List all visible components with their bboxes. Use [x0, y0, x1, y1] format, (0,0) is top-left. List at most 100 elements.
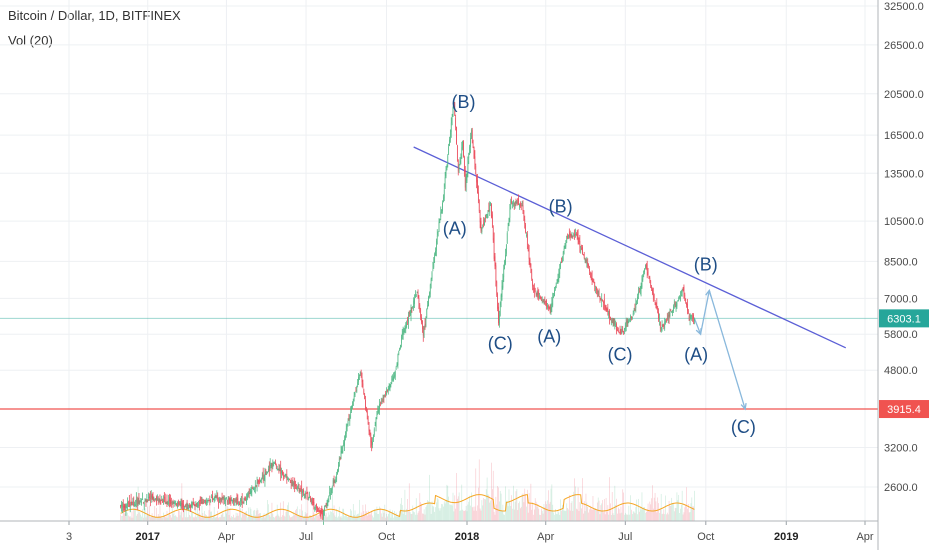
price-candle [184, 505, 185, 507]
volume-bar [616, 498, 617, 521]
volume-bar [275, 515, 277, 521]
price-candle [126, 505, 128, 507]
volume-bar [184, 505, 185, 521]
price-candle [212, 495, 213, 500]
price-candle [599, 297, 601, 300]
volume-bar [425, 507, 427, 521]
price-candle [213, 498, 215, 501]
volume-bar [589, 505, 591, 521]
price-candle [406, 322, 407, 327]
volume-bar [629, 514, 631, 521]
price-candle [691, 317, 693, 319]
volume-bar [587, 506, 589, 521]
volume-bar [491, 462, 492, 521]
price-candle [231, 500, 233, 502]
volume-bar [443, 501, 445, 521]
price-candle [554, 286, 556, 289]
volume-bar [596, 509, 597, 521]
price-candle [513, 200, 514, 203]
volume-bar [600, 505, 602, 521]
price-candle [575, 233, 577, 236]
volume-bar [504, 514, 505, 521]
volume-bar [669, 505, 671, 521]
price-candle [346, 425, 348, 429]
price-candle [295, 484, 296, 486]
price-candle [154, 501, 156, 503]
volume-bar [440, 508, 442, 521]
wave-label: (B) [549, 196, 573, 216]
volume-bar [460, 510, 462, 521]
price-candle [432, 267, 434, 269]
price-candle [630, 316, 631, 321]
price-candle [267, 472, 268, 473]
price-candle [173, 502, 175, 504]
volume-bar [683, 512, 685, 521]
price-candle [643, 270, 645, 275]
price-candle [472, 140, 474, 148]
x-tick-label: 2019 [774, 531, 798, 543]
volume-bar [410, 513, 412, 521]
volume-bar [385, 517, 387, 521]
volume-bar [659, 512, 660, 521]
price-candle [326, 502, 328, 506]
volume-bar [506, 500, 508, 521]
volume-bar [433, 506, 435, 521]
price-candle [463, 141, 464, 157]
volume-bar [321, 510, 323, 521]
price-candle [428, 296, 429, 306]
price-candle [530, 263, 532, 273]
price-candle [671, 311, 673, 312]
price-candle [612, 319, 614, 324]
price-candle [690, 315, 692, 317]
volume-bar [180, 512, 182, 521]
price-candle [122, 504, 123, 508]
descending-trendline [413, 146, 847, 349]
volume-bar [599, 514, 601, 521]
price-candle [541, 297, 542, 301]
volume-bar [466, 511, 468, 521]
volume-bar [193, 517, 195, 521]
price-candle [533, 288, 534, 290]
y-tick-label: 16500.0 [884, 130, 924, 142]
price-candle [263, 478, 265, 480]
volume-bar [691, 497, 693, 521]
volume-bar [251, 514, 253, 521]
volume-bar [473, 510, 475, 521]
price-candle [283, 475, 285, 477]
volume-bar [445, 499, 447, 521]
volume-bar [359, 517, 361, 521]
volume-bar [486, 477, 488, 521]
volume-bar [646, 508, 648, 521]
price-candle [672, 310, 673, 313]
volume-bar [451, 505, 453, 521]
volume-bar [408, 511, 409, 521]
price-candle [670, 310, 672, 312]
price-candle [602, 299, 603, 302]
price-candle [685, 298, 687, 302]
volume-bar [450, 504, 452, 521]
volume-bar [496, 504, 498, 521]
price-candle [293, 482, 295, 485]
price-candle [528, 249, 530, 260]
price-candle [193, 502, 195, 505]
price-candle [356, 386, 358, 392]
volume-bar [541, 510, 543, 521]
volume-bar [364, 514, 366, 521]
volume-bar [348, 515, 350, 521]
volume-bar [548, 503, 550, 521]
volume-bar [531, 509, 533, 521]
price-candle [492, 214, 493, 228]
price-candle [339, 457, 341, 460]
volume-bar [416, 514, 418, 521]
volume-bar [120, 514, 121, 521]
volume-bar [134, 507, 135, 521]
volume-bar [588, 512, 589, 521]
volume-bar [638, 498, 639, 521]
price-candle [561, 257, 563, 263]
price-candle [276, 468, 278, 470]
volume-bar [252, 516, 254, 521]
volume-bar [166, 510, 168, 521]
volume-bar [325, 513, 327, 521]
volume-indicator-label[interactable]: Vol (20) [8, 33, 53, 48]
